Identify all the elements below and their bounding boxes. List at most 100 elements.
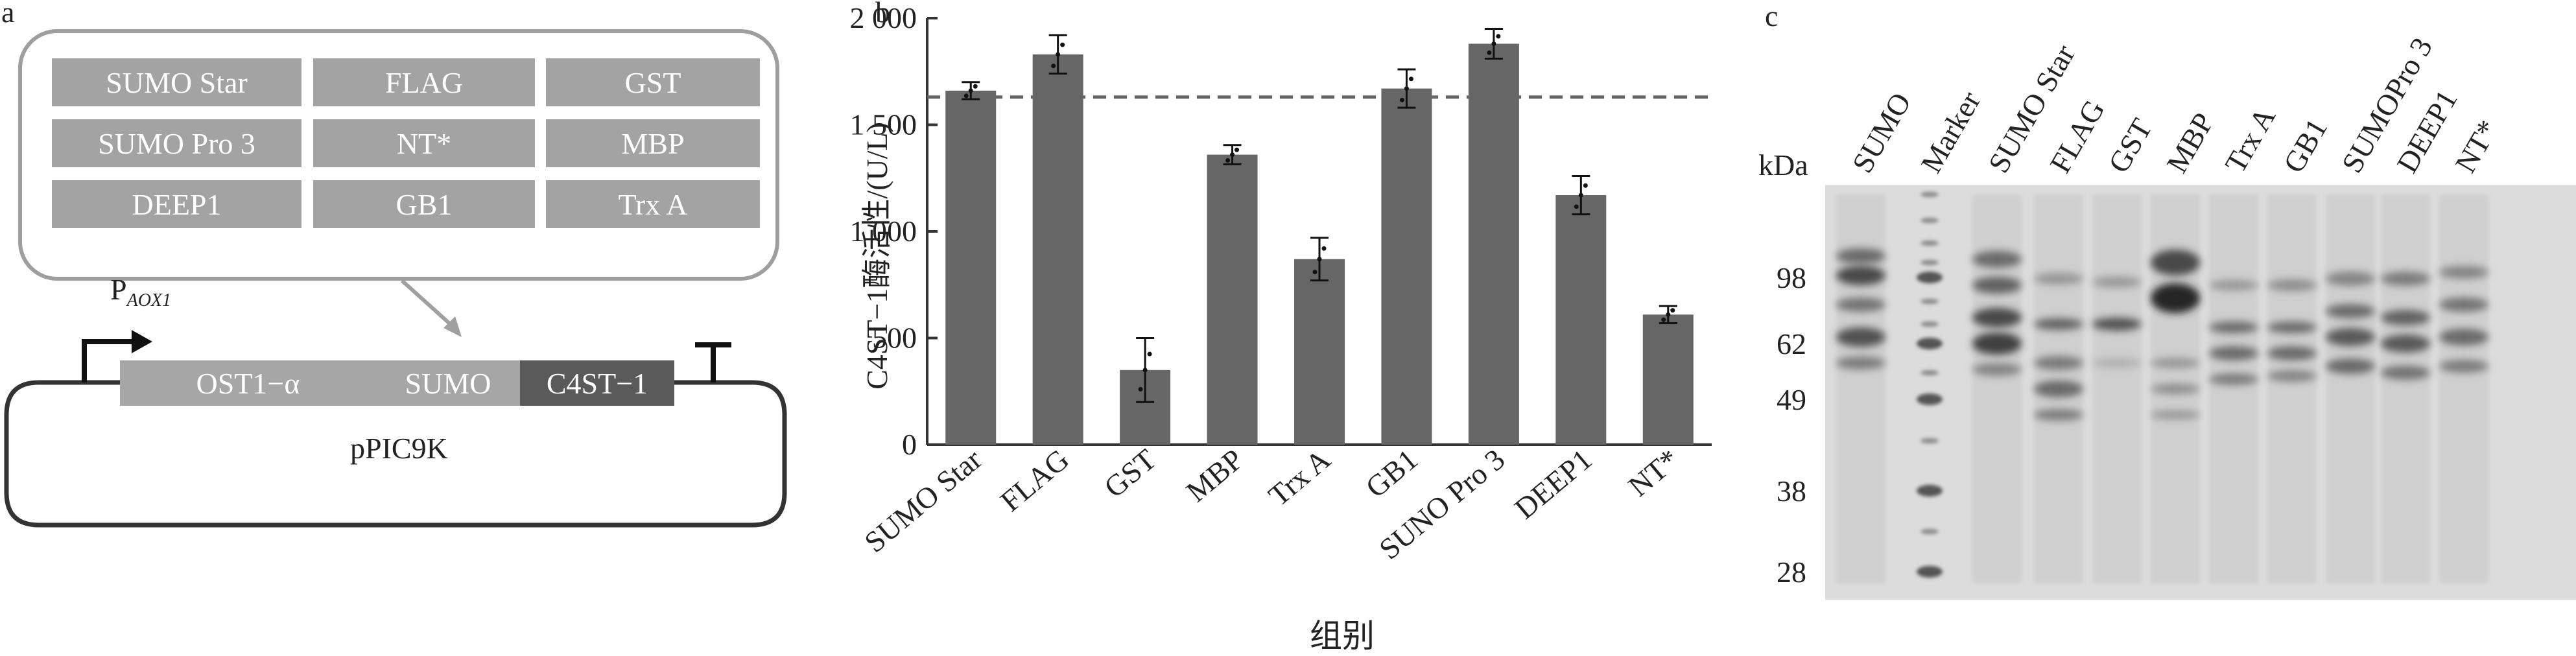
protein-band bbox=[1836, 266, 1885, 285]
data-point bbox=[1321, 246, 1327, 251]
bar bbox=[1642, 314, 1694, 445]
tag-box: Trx A bbox=[546, 180, 760, 228]
lane-smear bbox=[2209, 194, 2258, 583]
bar bbox=[1207, 154, 1258, 445]
protein-band bbox=[2209, 373, 2258, 385]
x-tick-label: DEEP1 bbox=[1508, 443, 1598, 526]
x-tick-label: NT* bbox=[1622, 443, 1685, 503]
protein-band bbox=[1972, 308, 2022, 327]
ladder-band bbox=[1920, 370, 1939, 375]
terminator-icon bbox=[695, 342, 731, 382]
bar bbox=[1381, 88, 1432, 445]
protein-band bbox=[2151, 410, 2200, 419]
lane-label: FLAG bbox=[2043, 94, 2110, 178]
ladder-band bbox=[1917, 566, 1943, 578]
data-point bbox=[968, 88, 973, 93]
panel-b-label: b bbox=[875, 0, 890, 29]
ladder-band bbox=[1920, 218, 1939, 223]
y-tick-label: 1 500 bbox=[850, 108, 917, 141]
gel-marker-labels: 98 62 49 38 28 bbox=[1777, 261, 1806, 589]
tag-box: GST bbox=[546, 58, 760, 106]
y-axis-title: C4ST−1酶活性/(U/L) bbox=[860, 123, 893, 390]
protein-band bbox=[2381, 366, 2430, 380]
data-point bbox=[1574, 204, 1579, 209]
bar bbox=[1032, 54, 1083, 445]
protein-band bbox=[2381, 334, 2430, 353]
promoter-arrowhead-icon bbox=[132, 330, 152, 353]
data-point bbox=[1661, 317, 1666, 322]
protein-band bbox=[2209, 322, 2258, 333]
promoter-label: PAOX1 bbox=[110, 273, 172, 311]
bar bbox=[1294, 259, 1345, 445]
protein-band bbox=[2034, 356, 2083, 370]
protein-band bbox=[1836, 327, 1885, 347]
segment-ost1-alpha: OST1−α bbox=[120, 360, 376, 406]
data-point bbox=[1670, 308, 1675, 313]
tag-box: DEEP1 bbox=[52, 180, 301, 228]
bar bbox=[1555, 195, 1607, 445]
ladder-band bbox=[1920, 529, 1939, 534]
data-point bbox=[1060, 42, 1065, 47]
lane-label: Trx A bbox=[2218, 102, 2282, 178]
protein-band bbox=[2267, 322, 2317, 333]
panel-c-label: c bbox=[1765, 0, 1778, 32]
plasmid-label: pPIC9K bbox=[350, 432, 448, 465]
protein-band bbox=[2092, 358, 2142, 368]
protein-band bbox=[2151, 358, 2200, 368]
data-point bbox=[1051, 64, 1056, 69]
data-point bbox=[1317, 257, 1322, 262]
data-point bbox=[1147, 351, 1152, 357]
y-tick-label: 2 000 bbox=[850, 1, 917, 34]
lane-label: SUMO bbox=[1845, 87, 1917, 178]
ladder-band bbox=[1920, 322, 1939, 327]
callout-pointer-line bbox=[400, 279, 456, 329]
protein-band bbox=[2267, 279, 2317, 291]
data-point bbox=[1138, 386, 1143, 392]
marker-label: 98 bbox=[1777, 261, 1806, 294]
protein-band bbox=[1972, 277, 2022, 294]
marker-label: 62 bbox=[1777, 327, 1806, 360]
protein-band bbox=[1836, 248, 1885, 264]
x-tick-label: SUMO Star bbox=[858, 443, 987, 559]
protein-band bbox=[2326, 304, 2375, 318]
ladder-band bbox=[1920, 299, 1939, 304]
protein-band bbox=[2209, 346, 2258, 360]
protein-band bbox=[2439, 360, 2488, 373]
protein-band bbox=[1972, 363, 2022, 376]
y-tick-label: 500 bbox=[872, 322, 917, 355]
protein-band bbox=[1836, 357, 1885, 369]
lane-label: MBP bbox=[2160, 107, 2220, 178]
protein-band bbox=[2092, 318, 2142, 331]
protein-band bbox=[2151, 283, 2200, 313]
protein-band bbox=[2381, 272, 2430, 286]
protein-band bbox=[2326, 272, 2375, 286]
data-point bbox=[1225, 158, 1231, 163]
protein-band bbox=[2151, 250, 2200, 275]
ladder-band bbox=[1917, 485, 1943, 497]
protein-band bbox=[2209, 280, 2258, 290]
x-axis-title: 组别 bbox=[1310, 618, 1375, 654]
lane-smear bbox=[2092, 194, 2142, 583]
marker-label: 38 bbox=[1777, 474, 1806, 508]
bar-chart: C4ST−1酶活性/(U/L) 组别 0 500 1 000 1 500 2 000 SU… bbox=[850, 1, 1712, 654]
data-point bbox=[1312, 270, 1318, 275]
lane-smear bbox=[2381, 194, 2430, 583]
marker-label: 49 bbox=[1777, 383, 1806, 416]
panel-a-label: a bbox=[1, 0, 15, 29]
ladder-band bbox=[1920, 192, 1939, 197]
protein-band bbox=[2439, 298, 2488, 312]
protein-band bbox=[2151, 384, 2200, 394]
tag-box: GB1 bbox=[313, 180, 535, 228]
ladder-band bbox=[1917, 393, 1943, 405]
data-point bbox=[1404, 86, 1409, 91]
protein-band bbox=[2326, 328, 2375, 346]
data-point bbox=[1666, 312, 1671, 317]
protein-band bbox=[2034, 381, 2083, 397]
tag-box: SUMO Star bbox=[52, 58, 301, 106]
ladder-band bbox=[1920, 438, 1939, 443]
data-point bbox=[1142, 368, 1148, 373]
data-point bbox=[1496, 34, 1501, 39]
lane-label: GST bbox=[2101, 113, 2158, 178]
data-point bbox=[1583, 183, 1588, 188]
